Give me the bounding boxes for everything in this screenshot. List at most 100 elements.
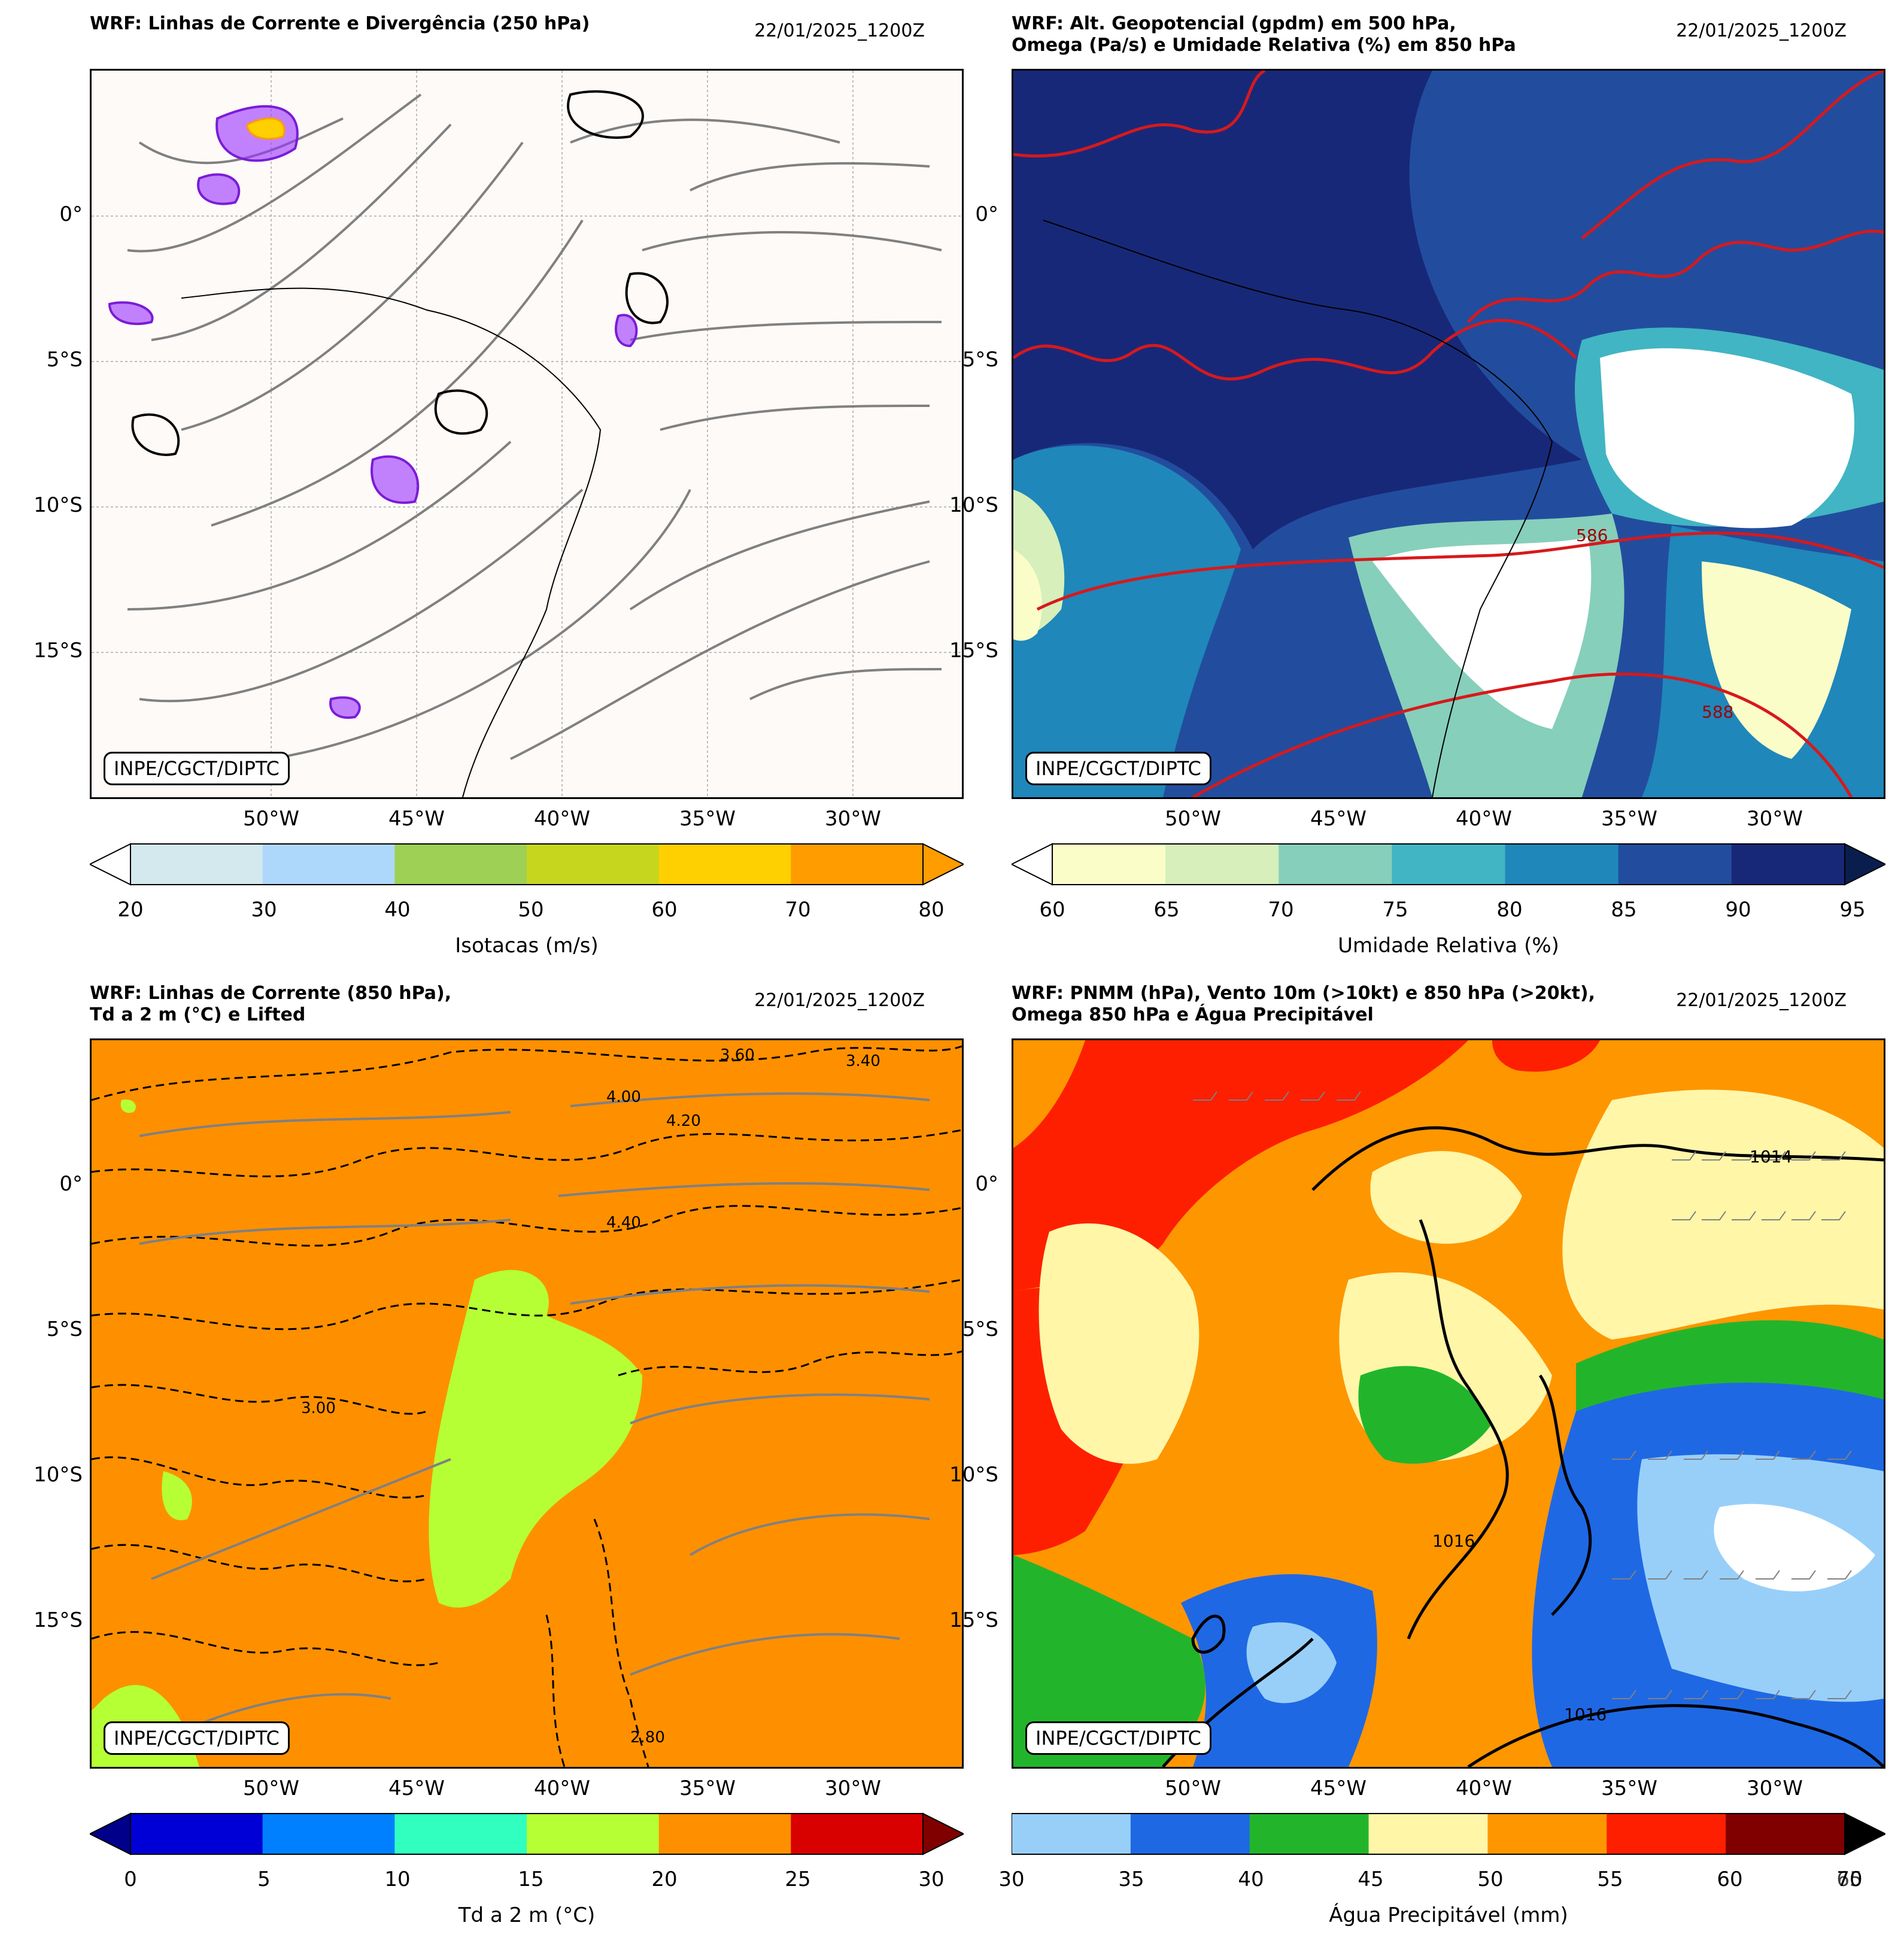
colorbar-border xyxy=(130,843,924,885)
panel-streamlines-850hpa: WRF: Linhas de Corrente (850 hPa), Td a … xyxy=(0,970,964,1927)
lat-label: 15°S xyxy=(34,639,83,663)
map-area: 1014 1016 1016 INPE/CGCT/DIPTC xyxy=(1012,1038,1885,1769)
lon-label: 40°W xyxy=(534,1776,590,1800)
lat-label: 5°S xyxy=(962,1317,998,1341)
lon-label: 45°W xyxy=(1310,1776,1366,1800)
panel-date: 22/01/2025_1200Z xyxy=(754,990,925,1011)
colorbar-segment xyxy=(130,844,263,885)
colorbar-label: Umidade Relativa (%) xyxy=(1338,934,1559,958)
colorbar-tick: 70 xyxy=(1268,898,1294,922)
contour-label: 4.20 xyxy=(666,1112,701,1130)
colorbar-segment xyxy=(1130,1814,1250,1854)
panel-date: 22/01/2025_1200Z xyxy=(1676,20,1847,41)
colorbar-tick: 20 xyxy=(117,898,144,922)
colorbar-segment xyxy=(1618,844,1732,885)
colorbar-tick: 55 xyxy=(1597,1867,1623,1891)
streamline-map xyxy=(92,71,962,797)
panel-title: WRF: Alt. Geopotencial (gpdm) em 500 hPa… xyxy=(1012,13,1516,56)
lat-label: 0° xyxy=(59,1172,83,1196)
credit-label: INPE/CGCT/DIPTC xyxy=(104,1721,290,1755)
colorbar-tick: 35 xyxy=(1118,1867,1144,1891)
colorbar-segment xyxy=(1165,844,1279,885)
lat-label: 10°S xyxy=(949,1463,998,1487)
colorbar-tick: 10 xyxy=(384,1867,411,1891)
colorbar-tick: 45 xyxy=(1358,1867,1384,1891)
colorbar xyxy=(1012,843,1885,886)
lat-label: 0° xyxy=(975,202,998,226)
lat-label: 5°S xyxy=(46,1317,83,1341)
colorbar-tick: 30 xyxy=(918,1867,945,1891)
colorbar xyxy=(1012,1812,1885,1855)
colorbar-border xyxy=(130,1813,924,1855)
colorbar-segment xyxy=(1487,1814,1607,1854)
contour-label: 3.00 xyxy=(301,1399,336,1417)
lon-label: 45°W xyxy=(1310,807,1366,831)
colorbar-segment xyxy=(1726,1814,1845,1854)
map-area: 3.60 3.40 4.00 4.20 4.40 3.00 2.80 INPE/… xyxy=(90,1038,964,1769)
lon-label: 45°W xyxy=(388,807,445,831)
colorbar-tick: 25 xyxy=(785,1867,811,1891)
credit-label: INPE/CGCT/DIPTC xyxy=(1025,1721,1211,1755)
panel-title: WRF: Linhas de Corrente e Divergência (2… xyxy=(90,13,590,34)
lat-label: 10°S xyxy=(949,493,998,517)
panel-date: 22/01/2025_1200Z xyxy=(1676,990,1847,1011)
colorbar-segment xyxy=(1607,1814,1726,1854)
colorbar-segment xyxy=(527,1814,660,1854)
colorbar-border xyxy=(1052,843,1845,885)
lon-label: 30°W xyxy=(825,1776,881,1800)
lon-label: 30°W xyxy=(1747,1776,1803,1800)
colorbar-tick: 50 xyxy=(518,898,544,922)
lon-label: 45°W xyxy=(388,1776,445,1800)
colorbar-tick: 15 xyxy=(518,1867,544,1891)
colorbar-tick: 60 xyxy=(1039,898,1065,922)
colorbar-extend-min xyxy=(1012,843,1053,886)
colorbar-segment xyxy=(791,1814,924,1854)
colorbar-segment xyxy=(1505,844,1619,885)
colorbar-tick: 70 xyxy=(1836,1867,1863,1891)
lat-label: 5°S xyxy=(46,348,83,372)
colorbar-tick: 85 xyxy=(1611,898,1637,922)
lat-label: 10°S xyxy=(34,493,83,517)
contour-label: 588 xyxy=(1702,702,1734,722)
panel-pressure-precipitable-water: WRF: PNMM (hPa), Vento 10m (>10kt) e 850… xyxy=(922,970,1885,1927)
lat-label: 15°S xyxy=(34,1608,83,1632)
colorbar-segment xyxy=(130,1814,263,1854)
panel-streamlines-250hpa: WRF: Linhas de Corrente e Divergência (2… xyxy=(0,0,964,958)
colorbar-tick: 65 xyxy=(1836,1867,1863,1891)
lat-label: 0° xyxy=(59,202,83,226)
colorbar-segment xyxy=(1392,844,1506,885)
colorbar xyxy=(90,843,964,886)
colorbar-tick: 95 xyxy=(1839,898,1866,922)
colorbar xyxy=(90,1812,964,1855)
lon-label: 50°W xyxy=(243,807,299,831)
credit-label: INPE/CGCT/DIPTC xyxy=(104,752,290,785)
colorbar-tick: 20 xyxy=(651,1867,678,1891)
isobar-label: 1014 xyxy=(1750,1147,1793,1167)
humidity-map xyxy=(1013,71,1884,797)
colorbar-label: Isotacas (m/s) xyxy=(455,934,599,958)
colorbar-segment xyxy=(791,844,924,885)
contour-label: 4.40 xyxy=(606,1214,641,1232)
dewpoint-map xyxy=(92,1045,962,1767)
precipitable-water-map xyxy=(1013,1040,1884,1767)
colorbar-segment xyxy=(1052,844,1166,885)
map-area: 586 588 INPE/CGCT/DIPTC xyxy=(1012,69,1885,799)
colorbar-tick: 75 xyxy=(1382,898,1408,922)
contour-label: 3.60 xyxy=(720,1046,755,1064)
colorbar-extend-max xyxy=(1844,1812,1885,1855)
colorbar-tick: 90 xyxy=(1725,898,1751,922)
colorbar-tick: 80 xyxy=(1496,898,1523,922)
lon-label: 40°W xyxy=(1456,807,1512,831)
colorbar-border xyxy=(1012,1813,1845,1855)
colorbar-segment xyxy=(394,1814,527,1854)
colorbar-extend-min xyxy=(90,843,131,886)
colorbar-tick: 30 xyxy=(251,898,277,922)
colorbar-tick: 80 xyxy=(918,898,945,922)
colorbar-segment xyxy=(1249,1814,1369,1854)
lon-label: 35°W xyxy=(1601,1776,1657,1800)
lat-label: 15°S xyxy=(949,639,998,663)
lon-label: 40°W xyxy=(1456,1776,1512,1800)
isobar-label: 1016 xyxy=(1564,1705,1607,1724)
lon-label: 30°W xyxy=(1747,807,1803,831)
colorbar-tick: 60 xyxy=(651,898,678,922)
